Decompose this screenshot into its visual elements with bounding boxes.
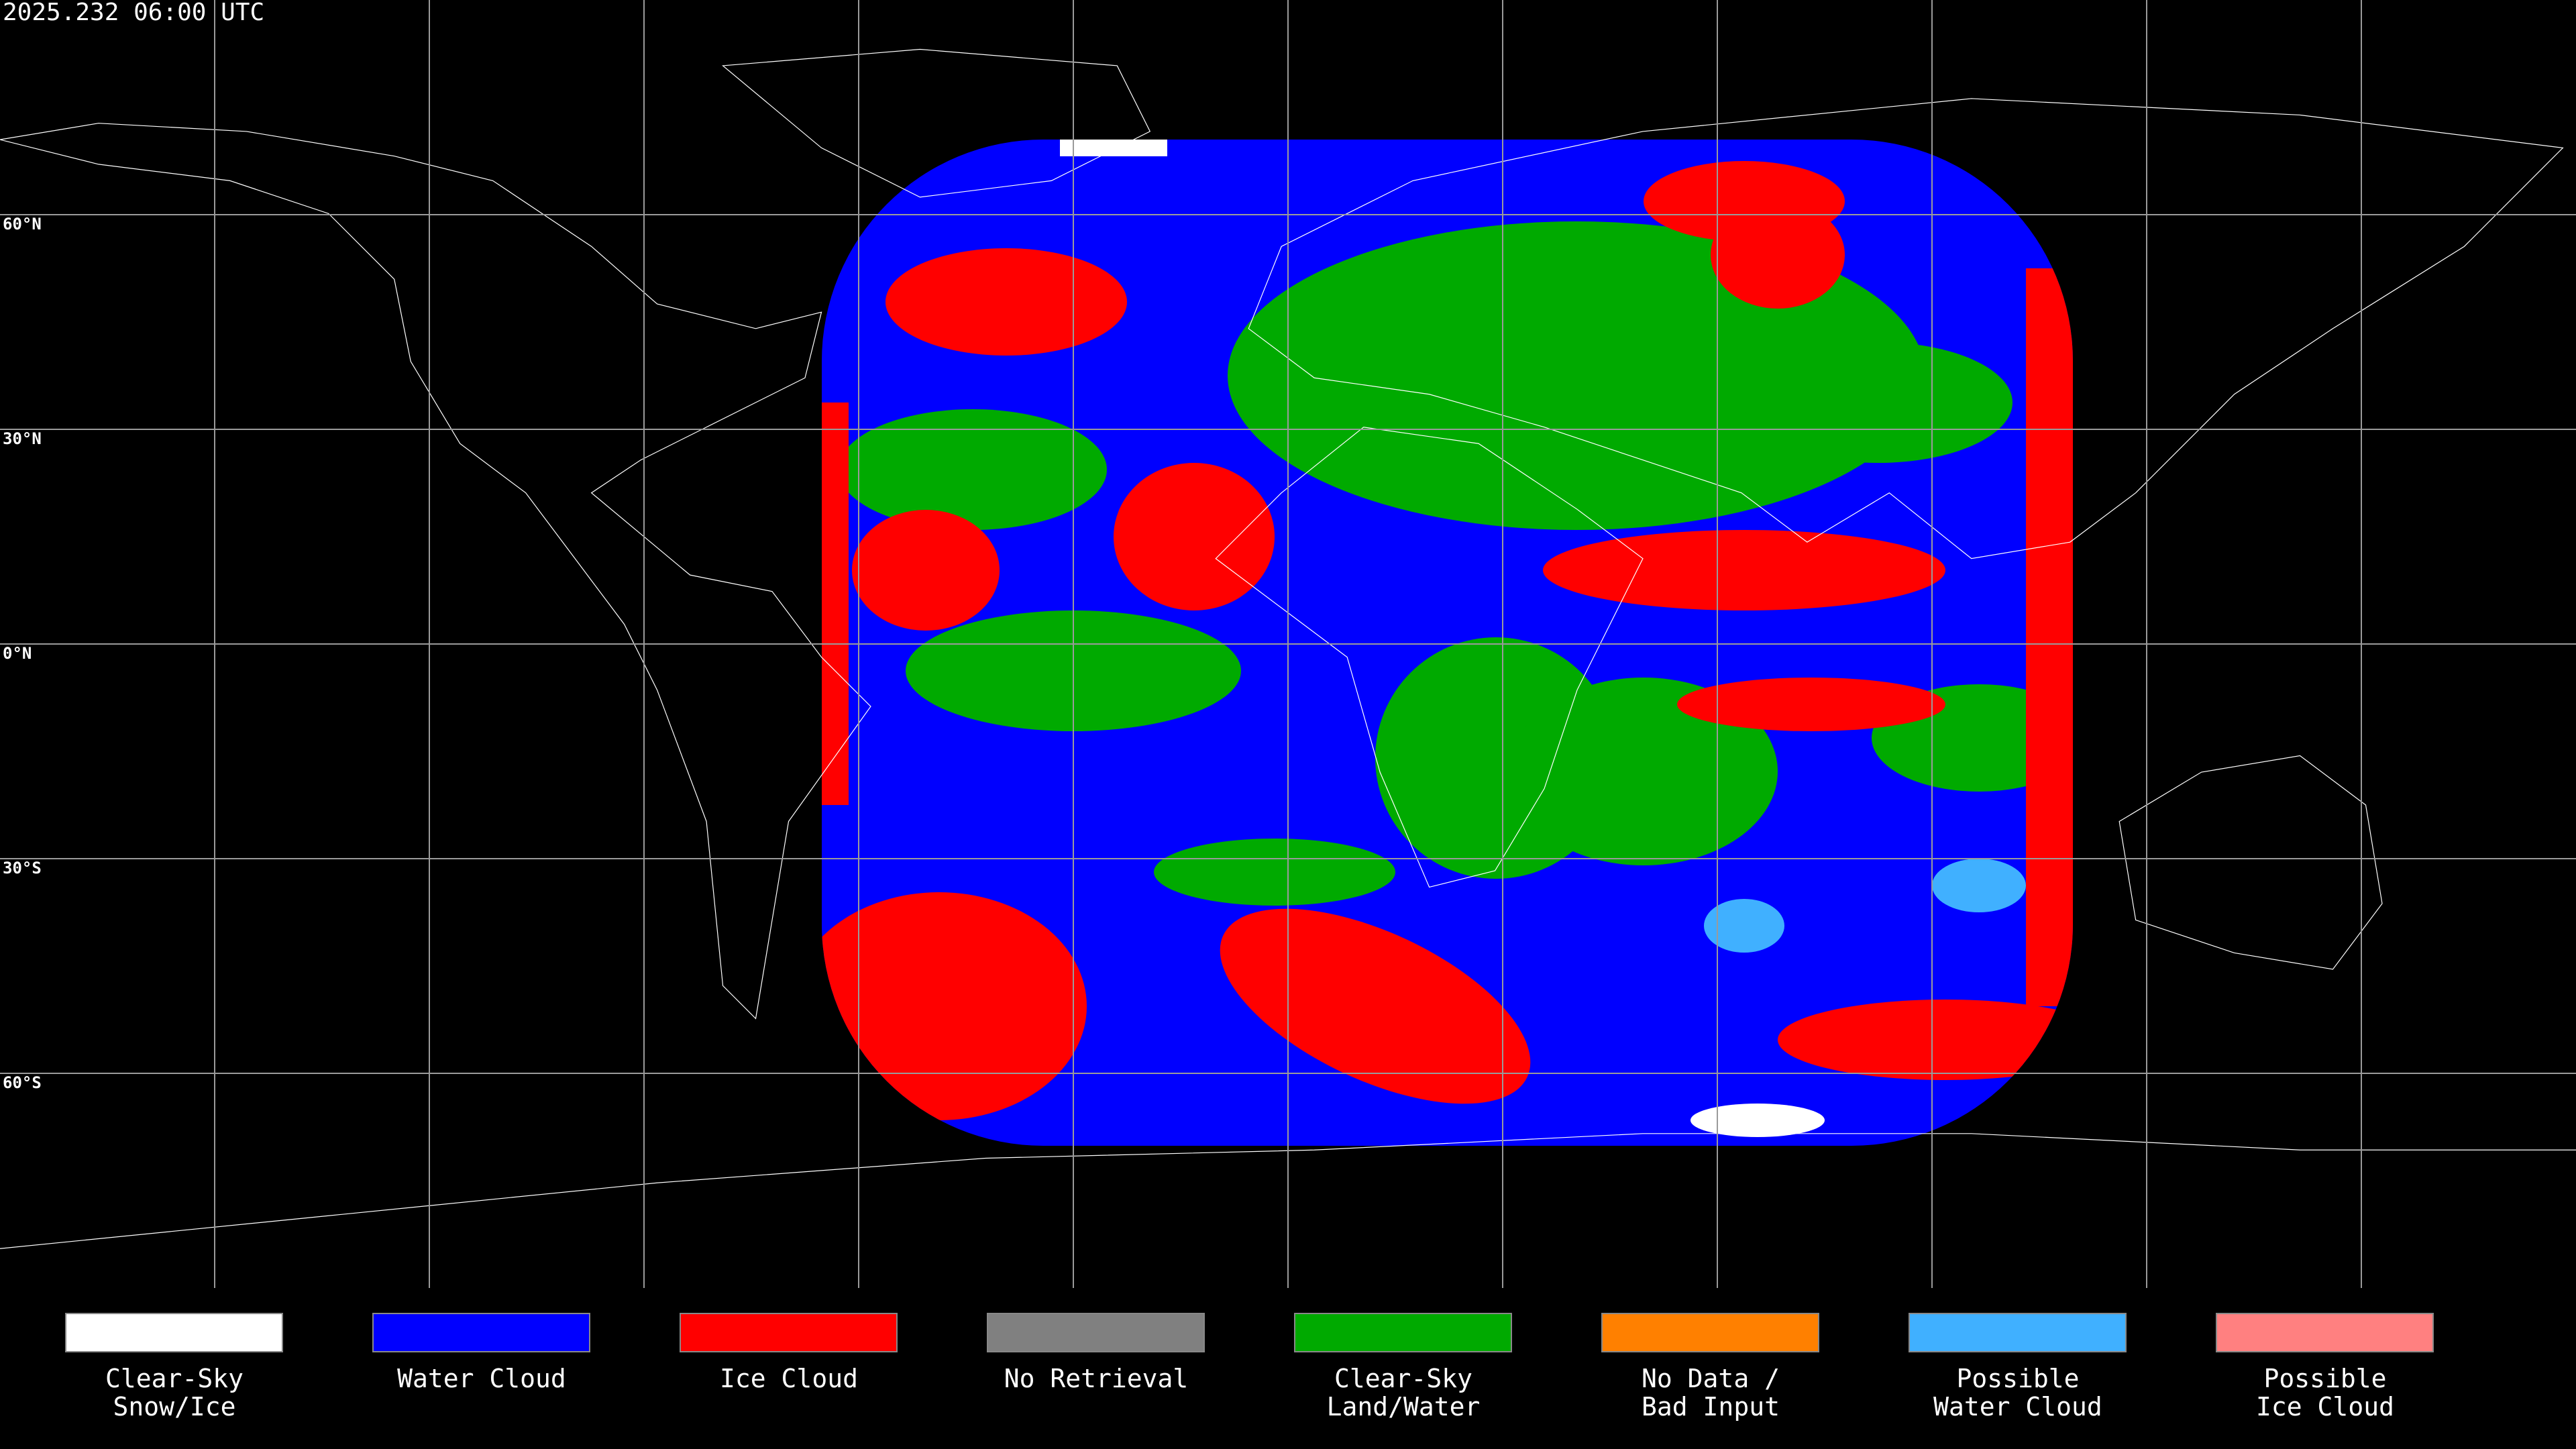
- legend-label: Possible: [2263, 1364, 2386, 1393]
- legend-swatch: [1601, 1313, 1819, 1352]
- coastline-greenland: [723, 49, 1150, 197]
- legend-label: No Retrieval: [1004, 1364, 1189, 1393]
- latitude-label: 0°N: [3, 644, 32, 663]
- legend-label: Clear-Sky: [1334, 1364, 1472, 1393]
- legend-swatch: [1294, 1313, 1512, 1352]
- ice-cloud-regions: [822, 161, 2073, 1120]
- legend-label: Clear-Sky: [105, 1364, 244, 1393]
- latitude-label: 60°N: [3, 215, 42, 233]
- legend-label: Ice Cloud: [2256, 1392, 2394, 1421]
- coastline-antarctica: [0, 1134, 2576, 1248]
- satellite-cloud-phase: [822, 140, 2073, 1146]
- timestamp: 2025.232 06:00 UTC: [3, 0, 264, 26]
- latitude-label: 30°N: [3, 429, 42, 448]
- legend-label: Bad Input: [1642, 1392, 1780, 1421]
- latitude-label: 60°S: [3, 1073, 42, 1092]
- legend-label: Ice Cloud: [720, 1364, 858, 1393]
- coastline-eurasia: [1248, 99, 2563, 559]
- coastline-americas: [0, 123, 871, 1019]
- possible-water-cloud-regions: [1704, 859, 2026, 953]
- legend-swatch: [987, 1313, 1205, 1352]
- legend-label: Snow/Ice: [113, 1392, 235, 1421]
- legend-label: Possible: [1956, 1364, 2079, 1393]
- legend-label: Land/Water: [1327, 1392, 1481, 1421]
- coastline-australia: [2119, 756, 2382, 969]
- legend-swatch: [1909, 1313, 2127, 1352]
- graticule: [0, 0, 2576, 1288]
- latitude-label: 30°S: [3, 859, 42, 877]
- latitude-labels: 60°N 30°N 0°N 30°S 60°S: [3, 215, 42, 1092]
- legend-label: Water Cloud: [1933, 1392, 2102, 1421]
- legend-label: Water Cloud: [397, 1364, 566, 1393]
- snow-ice-regions: [1060, 140, 1825, 1137]
- legend-label: No Data /: [1642, 1364, 1780, 1393]
- legend-swatch: [372, 1313, 590, 1352]
- legend-swatch: [65, 1313, 283, 1352]
- coastlines: [0, 49, 2576, 1248]
- legend-swatch: [680, 1313, 898, 1352]
- legend-swatch: [2216, 1313, 2434, 1352]
- coastline-africa: [1216, 427, 1643, 888]
